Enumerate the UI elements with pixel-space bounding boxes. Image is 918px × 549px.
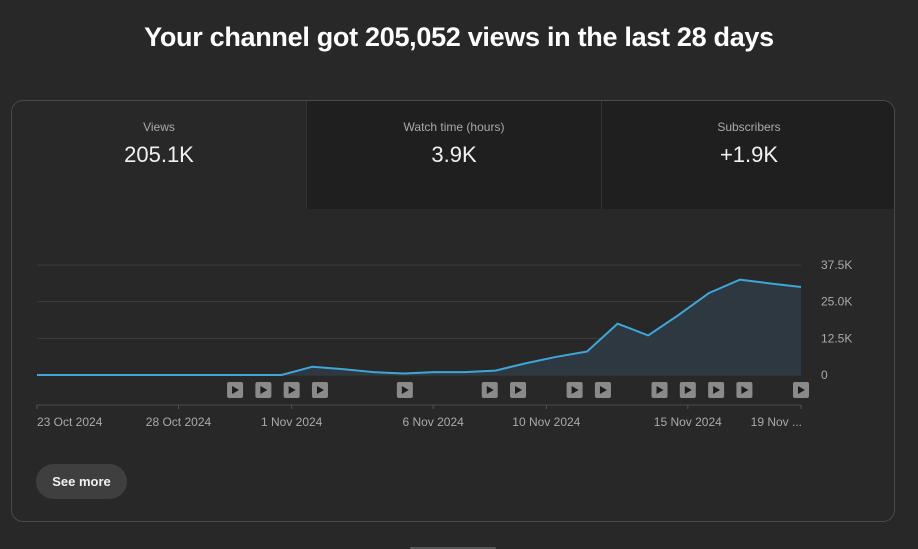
tab-value: +1.9K [719, 142, 779, 167]
tab-subscribers[interactable]: Subscribers +1.9K [601, 101, 894, 209]
x-tick-label: 23 Oct 2024 [37, 415, 103, 429]
page-headline: Your channel got 205,052 views in the la… [144, 22, 774, 52]
video-marker-icon[interactable] [679, 382, 696, 398]
x-tick-label: 10 Nov 2024 [512, 415, 580, 429]
video-marker-icon[interactable] [481, 382, 498, 398]
video-marker-icon[interactable] [594, 382, 611, 398]
video-marker-icon[interactable] [793, 382, 809, 398]
video-marker-icon[interactable] [510, 382, 527, 398]
video-marker-icon[interactable] [283, 382, 300, 398]
tab-label: Subscribers [717, 120, 781, 134]
video-marker-icon[interactable] [227, 382, 244, 398]
see-more-button[interactable]: See more [36, 464, 127, 499]
y-tick-label: 0 [821, 368, 828, 382]
video-marker-icon[interactable] [566, 382, 583, 398]
video-marker-icon[interactable] [311, 382, 328, 398]
area-fill [37, 279, 801, 375]
tab-value: 205.1K [124, 142, 194, 167]
x-tick-label: 19 Nov ... [751, 415, 802, 429]
analytics-card: Views 205.1K Watch time (hours) 3.9K Sub… [11, 100, 895, 522]
x-tick-label: 28 Oct 2024 [146, 415, 212, 429]
x-tick-label: 1 Nov 2024 [261, 415, 323, 429]
video-marker-icon[interactable] [255, 382, 272, 398]
video-marker-icon[interactable] [651, 382, 668, 398]
x-tick-label: 15 Nov 2024 [654, 415, 722, 429]
video-marker-icon[interactable] [708, 382, 725, 398]
video-marker-icon[interactable] [736, 382, 753, 398]
y-tick-label: 25.0K [821, 295, 852, 309]
x-tick-label: 6 Nov 2024 [402, 415, 464, 429]
y-tick-label: 37.5K [821, 258, 852, 272]
tab-views[interactable]: Views 205.1K [12, 101, 306, 209]
series-line [37, 278, 802, 376]
tab-value: 3.9K [431, 142, 477, 167]
tab-label: Views [143, 120, 175, 134]
bottom-handle [410, 547, 496, 549]
tab-label: Watch time (hours) [403, 120, 505, 134]
tab-watch-time[interactable]: Watch time (hours) 3.9K [306, 101, 601, 209]
video-marker-icon[interactable] [396, 382, 413, 398]
metric-tabs: Views 205.1K Watch time (hours) 3.9K Sub… [12, 101, 894, 209]
views-chart: 0 12.5K 25.0K 37.5K 23 Oct 2024 28 Oct 2024 1 … [36, 258, 852, 429]
y-tick-label: 12.5K [821, 331, 852, 345]
